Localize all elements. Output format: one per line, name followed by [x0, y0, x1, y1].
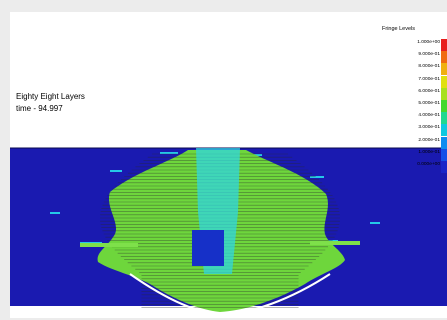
- legend-label: 4.000e-01: [418, 113, 440, 119]
- left-plate: [80, 243, 138, 247]
- legend-label: 1.000e-01: [418, 149, 440, 155]
- legend-label: 9.000e-01: [418, 52, 440, 58]
- legend-label: 2.000e-01: [418, 137, 440, 143]
- legend-label: 5.000e-01: [418, 101, 440, 106]
- legend-swatch: [441, 87, 447, 100]
- legend-label: 3.000e-01: [418, 125, 440, 131]
- legend-title: Fringe Levels: [382, 26, 416, 32]
- legend-swatch: [441, 161, 447, 173]
- legend-swatch: [441, 51, 447, 64]
- legend-swatch: [441, 112, 447, 125]
- fringe-plot: [10, 147, 447, 316]
- right-plate: [310, 241, 360, 245]
- legend-swatch: [441, 63, 447, 76]
- legend-label: 6.000e-01: [418, 88, 440, 94]
- legend-label: 8.000e-01: [418, 64, 440, 70]
- legend-swatch: [441, 100, 447, 112]
- legend-swatch: [441, 136, 447, 149]
- legend-swatch: [441, 148, 447, 161]
- simulation-viewport: Eighty Eight Layers time - 94.997 Fringe…: [10, 12, 447, 318]
- bottom-boundary: [129, 273, 331, 316]
- legend-label: 0.000e+00: [417, 162, 440, 167]
- legend-swatch: [441, 124, 447, 137]
- time-label: time - 94.997: [16, 104, 63, 113]
- model-title: Eighty Eight Layers: [16, 92, 85, 101]
- legend-label: 1.000e+00: [417, 40, 440, 45]
- legend-swatch: [441, 39, 447, 51]
- legend-swatch: [441, 75, 447, 88]
- void-region: [192, 230, 224, 266]
- legend-label: 7.000e-01: [418, 76, 440, 82]
